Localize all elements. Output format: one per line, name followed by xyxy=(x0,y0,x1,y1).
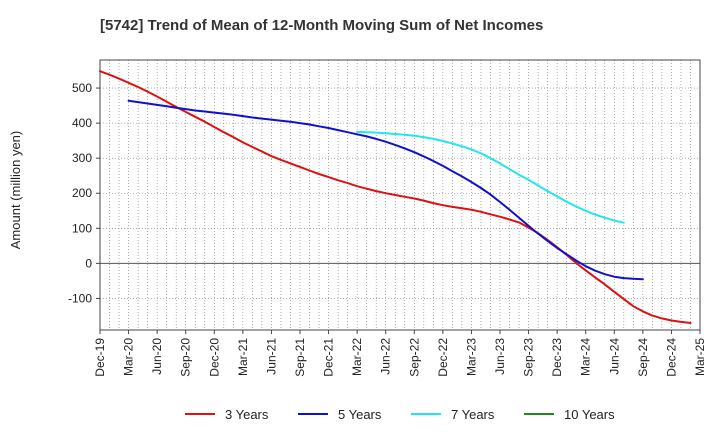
x-tick-label: Dec-23 xyxy=(550,338,564,377)
x-tick-label: Sep-21 xyxy=(293,338,307,377)
y-axis: -100 0 100 200 300 400 500 xyxy=(68,81,100,305)
series-line-3-years xyxy=(99,70,692,324)
legend-item-10-years[interactable]: 10 Years xyxy=(524,407,615,422)
x-tick-label: Jun-22 xyxy=(379,338,393,375)
x-tick-label: Dec-20 xyxy=(207,338,221,377)
y-tick-label: -100 xyxy=(68,291,92,305)
series-line-7-years xyxy=(356,130,625,224)
x-tick-label: Mar-21 xyxy=(236,338,250,376)
x-tick-label: Dec-24 xyxy=(664,338,678,377)
y-tick-label: 0 xyxy=(85,256,92,270)
x-tick-label: Dec-22 xyxy=(436,338,450,377)
plot-area xyxy=(99,59,701,331)
series-line-5-years xyxy=(127,99,644,281)
y-tick-label: 300 xyxy=(72,151,92,165)
legend-item-7-years[interactable]: 7 Years xyxy=(411,407,495,422)
x-tick-label: Mar-24 xyxy=(579,338,593,376)
x-tick-label: Jun-23 xyxy=(493,338,507,375)
legend-label: 7 Years xyxy=(451,407,495,422)
x-tick-label: Sep-23 xyxy=(522,338,536,377)
legend-label: 5 Years xyxy=(338,407,382,422)
legend-label: 10 Years xyxy=(564,407,615,422)
x-tick-label: Sep-22 xyxy=(407,338,421,377)
x-tick-label: Mar-23 xyxy=(464,338,478,376)
x-tick-label: Mar-22 xyxy=(350,338,364,376)
series-group xyxy=(99,70,692,324)
y-tick-label: 400 xyxy=(72,116,92,130)
x-tick-label: Dec-21 xyxy=(322,338,336,377)
legend[interactable]: 3 Years 5 Years 7 Years 10 Years xyxy=(185,407,615,422)
x-tick-label: Dec-19 xyxy=(93,338,107,377)
legend-item-3-years[interactable]: 3 Years xyxy=(185,407,269,422)
y-axis-label: Amount (million yen) xyxy=(8,131,23,250)
x-tick-label: Sep-24 xyxy=(636,338,650,377)
y-tick-label: 100 xyxy=(72,221,92,235)
x-tick-label: Jun-24 xyxy=(607,338,621,375)
y-tick-label: 500 xyxy=(72,81,92,95)
x-tick-label: Mar-20 xyxy=(122,338,136,376)
legend-item-5-years[interactable]: 5 Years xyxy=(298,407,382,422)
x-axis: Dec-19 Mar-20 Jun-20 Sep-20 Dec-20 Mar-21 Jun-… xyxy=(93,330,707,377)
plot-border xyxy=(99,59,701,331)
x-tick-label: Jun-20 xyxy=(150,338,164,375)
x-tick-label: Mar-25 xyxy=(693,338,707,376)
x-tick-label: Jun-21 xyxy=(264,338,278,375)
x-tick-label: Sep-20 xyxy=(179,338,193,377)
y-tick-label: 200 xyxy=(72,186,92,200)
legend-label: 3 Years xyxy=(225,407,269,422)
chart-title: [5742] Trend of Mean of 12-Month Moving … xyxy=(100,17,543,34)
